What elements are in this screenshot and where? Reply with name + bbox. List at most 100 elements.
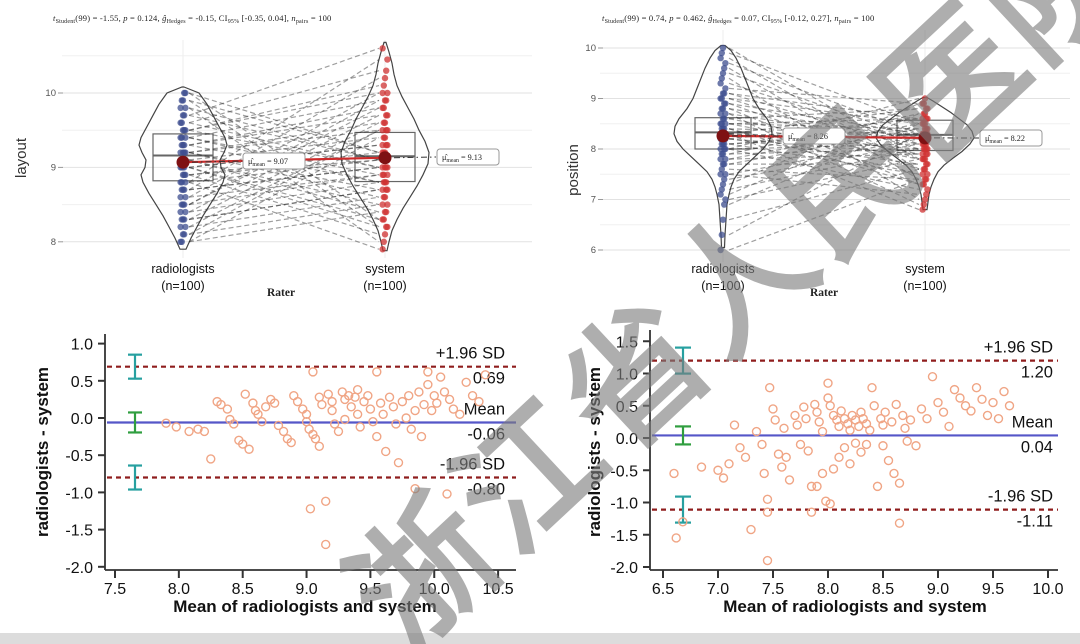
rating-point [182,104,189,112]
pair-line [188,189,380,221]
difference-point [900,423,910,434]
difference-point [432,398,442,408]
difference-point [378,409,388,419]
mean-line-label: Mean [464,400,505,418]
difference-point [765,382,775,393]
difference-point [327,405,337,416]
difference-point [977,394,987,404]
pair-line [188,77,380,191]
rating-point [717,191,724,198]
rating-point [181,186,188,193]
violin-outline [138,86,228,250]
rating-point [921,196,929,203]
pair-line [728,158,920,201]
rating-point [919,150,926,158]
difference-point [916,404,927,414]
pair-line [188,181,380,250]
rating-point [718,231,725,239]
difference-point [812,407,822,417]
difference-point [724,459,734,469]
difference-point [795,439,806,450]
difference-point [960,401,971,411]
pair-line [188,92,380,154]
difference-point [240,389,250,399]
rating-point [924,115,931,122]
y-tick-label: 9 [591,94,596,105]
rating-point [919,171,926,178]
rating-point [719,216,727,223]
difference-point [735,442,745,453]
stats-annotation-position: tStudent(99) = 0.74, p = 0.462, ĝHedges … [602,13,875,25]
difference-point [949,384,960,395]
difference-point [825,401,835,411]
pair-line [188,99,380,139]
pair-line [728,148,920,190]
difference-point [474,396,484,407]
rating-point [721,65,728,72]
difference-point [878,420,888,430]
x-axis-label: Mean of radiologists and system [723,597,987,616]
mean-label: μ̂mean = 8.22 [985,134,1025,145]
difference-point [206,454,216,464]
rating-point [921,120,929,127]
difference-point [171,422,181,432]
difference-point [308,367,318,377]
difference-point [444,394,455,405]
pair-line [728,128,920,185]
rating-point [384,164,391,171]
rating-point [178,134,185,141]
rating-point [722,110,729,117]
difference-point [391,419,401,429]
y-tick-label: -0.5 [65,448,93,465]
pair-line [188,137,380,243]
rating-point [181,231,188,238]
rating-point [383,97,390,104]
difference-point [872,481,883,492]
mean-label-box [782,127,846,145]
mean-line-value: -0.06 [467,425,505,443]
pair-line [728,47,920,160]
rating-point [721,201,728,208]
difference-point [777,462,787,472]
difference-point [845,425,855,435]
difference-point [850,438,861,448]
rating-point [919,206,926,213]
difference-point [423,379,433,390]
difference-point [773,449,784,459]
difference-point [671,533,681,543]
stat-t: t [602,13,605,23]
mean-label: μ̂mean = 9.13 [442,153,482,164]
rating-point [921,95,929,102]
difference-point [825,499,835,509]
rating-point [722,145,729,153]
rating-point [721,160,728,168]
difference-point [955,393,965,403]
stat-t: t [53,13,56,23]
difference-point [790,410,800,421]
difference-point [966,406,976,416]
mean-line-label: Mean [1012,413,1053,431]
x-tick-label: 10.0 [1032,581,1063,598]
difference-point [988,397,998,408]
y-axis-label: radiologists - system [585,367,604,537]
difference-point [757,439,767,450]
difference-point [878,441,888,451]
upper-line-label: +1.96 SD [984,339,1053,357]
rating-point [380,82,387,89]
difference-point [329,419,340,429]
bottom-gray-bar [0,633,1080,644]
difference-point [669,468,679,479]
pair-line [188,129,380,235]
difference-point [883,455,894,466]
pair-line [188,70,380,124]
difference-point [696,462,707,472]
group-n-label: (n=100) [161,279,204,293]
difference-point [971,382,982,393]
difference-point [729,420,740,430]
pair-line [188,47,380,116]
x-tick-label: 8.0 [168,581,190,598]
difference-point [806,481,817,492]
group-label: radiologists [691,262,754,276]
rating-point [384,56,391,63]
